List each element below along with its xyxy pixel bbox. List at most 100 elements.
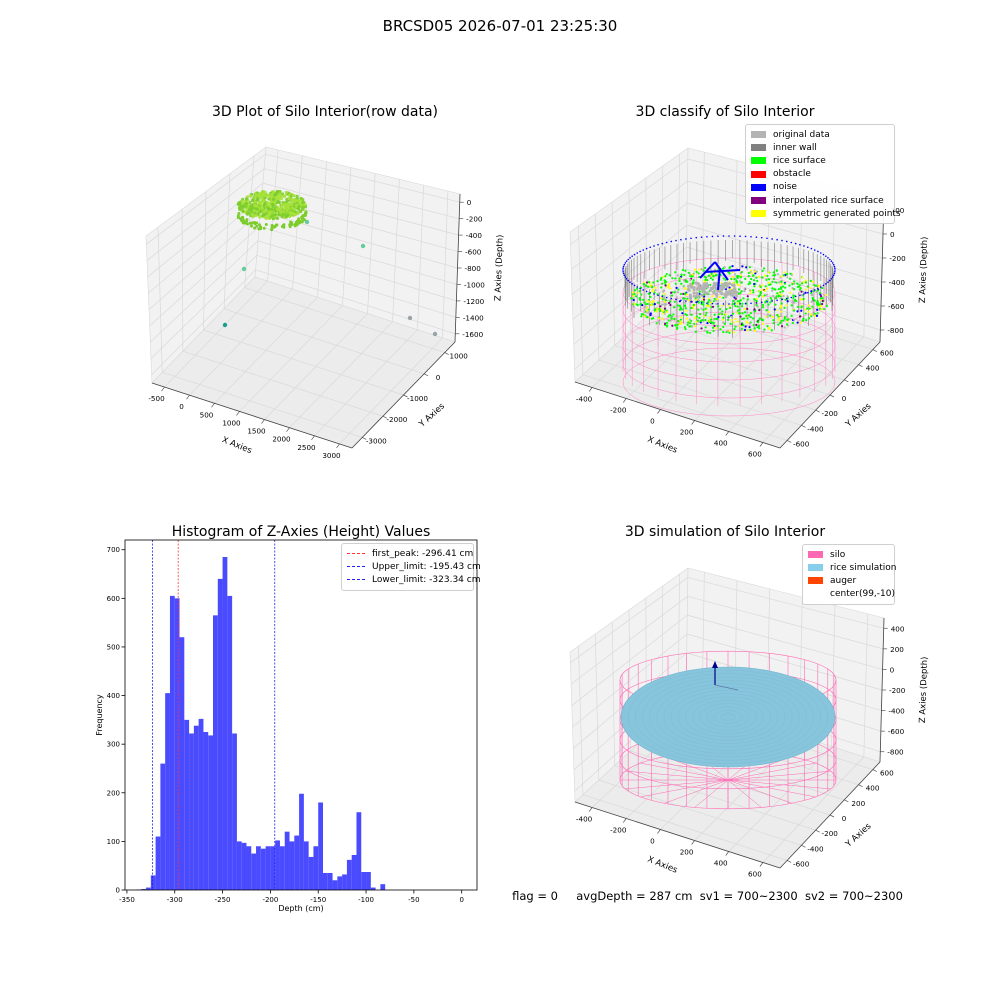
p2-class-point	[808, 307, 811, 310]
p2-class-point	[753, 329, 757, 332]
p2-noise-segment	[704, 269, 741, 273]
p4-ygrid	[598, 779, 802, 846]
p4-xtick-mark	[588, 807, 593, 812]
p1-ztick-label: 0	[467, 198, 472, 207]
p2-class-point	[669, 300, 672, 303]
p1-surface-point	[263, 202, 267, 206]
figure-suptitle: BRCSD05 2026-07-01 23:25:30	[382, 17, 618, 35]
p2-class-point	[783, 317, 786, 320]
p2-class-point	[725, 307, 728, 311]
p2-class-point	[731, 275, 734, 279]
p2-class-point	[808, 286, 812, 289]
p4-silo-wire-spoke	[727, 779, 816, 798]
p1-xtick-label: 3000	[322, 451, 341, 460]
p4-legend-swatch	[808, 591, 823, 598]
p2-noise-rim-point	[817, 287, 819, 290]
p1-x-axis-line	[151, 382, 353, 449]
p2-class-point	[755, 276, 758, 279]
p2-class-point	[647, 281, 651, 284]
p2-class-point	[709, 277, 712, 280]
p2-xtick-label: 400	[714, 439, 728, 448]
p2-class-point	[769, 283, 772, 286]
p1-xtick-mark	[186, 394, 190, 400]
p1-wall-point	[273, 225, 277, 229]
p2-class-point	[773, 308, 776, 311]
p3-hist-bar	[251, 853, 257, 890]
p4-zgrid-left	[571, 614, 688, 706]
p2-class-point	[680, 316, 683, 319]
p2-class-point	[664, 284, 667, 287]
p2-class-point	[805, 319, 808, 322]
p2-ygrid-wall	[661, 165, 664, 302]
p2-class-point	[745, 314, 748, 317]
p2-class-point	[666, 310, 669, 313]
p2-class-point	[677, 288, 680, 291]
panel3-title: Histogram of Z-Axies (Height) Values	[171, 524, 431, 540]
p1-surface-point	[253, 204, 257, 208]
p2-noise-rim-point	[711, 235, 714, 238]
p2-original-point	[729, 293, 734, 297]
p4-rice-mesh-ring	[692, 700, 764, 734]
p2-original-point	[720, 292, 724, 296]
p1-surface-point	[250, 198, 255, 203]
p1-ytick-label: -1000	[407, 394, 428, 403]
p1-surface-point	[270, 207, 274, 211]
p2-class-point	[777, 323, 780, 326]
p4-rice-mesh-ring	[677, 693, 779, 741]
p2-noise-rim-point	[649, 291, 652, 294]
p1-xtick-mark	[261, 419, 265, 424]
p3-plot-frame	[124, 539, 478, 891]
p3-hist-bar	[380, 884, 386, 890]
p4-ytick-mark	[872, 769, 878, 772]
p2-class-point	[664, 279, 667, 282]
p2-noise-rim-point	[624, 276, 627, 278]
p2-class-point	[821, 297, 824, 300]
p2-class-point	[700, 319, 703, 322]
p1-wall-point	[255, 224, 259, 228]
p2-noise-rim-point	[665, 296, 668, 299]
p2-noise-rim-point	[794, 242, 797, 245]
p2-class-point	[745, 266, 748, 269]
p2-class-point	[804, 291, 807, 294]
p2-class-point	[730, 318, 734, 322]
p2-class-point	[715, 302, 718, 306]
p2-class-point	[800, 293, 803, 296]
p2-class-point	[800, 309, 803, 312]
p2-class-point	[643, 315, 646, 318]
p1-surface-point	[273, 192, 277, 197]
p4-xtick-mark	[725, 851, 730, 856]
p2-class-point	[703, 275, 706, 278]
p2-class-point	[710, 272, 713, 275]
p2-class-point	[676, 326, 679, 329]
p2-class-point	[646, 285, 650, 288]
p2-class-point	[765, 309, 768, 312]
p2-noise-rim-point	[622, 265, 625, 268]
p1-xtick-label: 1500	[247, 427, 266, 436]
p2-xtick-mark	[657, 409, 661, 414]
p2-class-point	[716, 324, 719, 328]
panel3-legend: first_peak: -296.41 cm Upper_limit: -195.…	[341, 543, 481, 591]
p2-class-point	[689, 322, 692, 325]
p1-outlier-point	[407, 315, 413, 321]
p2-noise-rim-point	[661, 242, 664, 245]
p2-class-point	[816, 289, 819, 292]
p2-zgrid-left	[572, 224, 688, 320]
p1-surface-point	[248, 194, 253, 198]
p2-class-point	[743, 287, 746, 290]
p2-noise-rim-point	[813, 249, 816, 251]
p3-hist-bar	[318, 802, 323, 890]
p4-rice-surface	[620, 666, 836, 768]
p2-class-point	[678, 304, 681, 307]
p2-class-point	[698, 313, 702, 316]
p4-zgrid-right	[687, 595, 884, 650]
p1-surface-point	[275, 189, 280, 194]
p2-class-point	[749, 328, 752, 331]
p1-outlier-point	[222, 322, 228, 328]
p2-ytick-mark	[872, 349, 878, 352]
p2-class-point	[790, 314, 793, 317]
p2-class-point	[739, 291, 742, 295]
p2-original-point	[689, 285, 694, 289]
p2-class-point	[746, 307, 749, 310]
p1-ytick-mark	[423, 373, 429, 377]
p2-class-point	[779, 291, 782, 294]
